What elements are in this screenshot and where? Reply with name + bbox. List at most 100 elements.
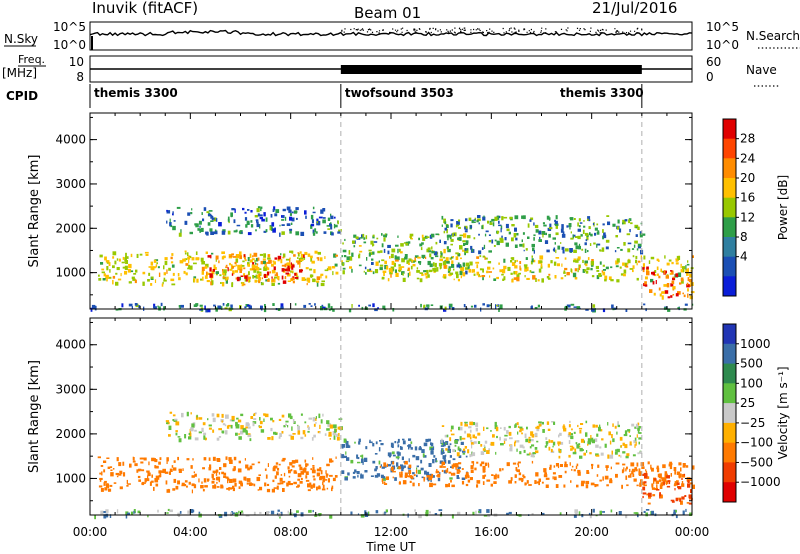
echo-cell [408,445,410,450]
echo-cell [297,473,302,478]
echo-cell [638,432,642,434]
echo-cell [450,472,453,476]
echo-cell [228,221,230,224]
echo-cell [185,272,188,276]
echo-cell [273,266,276,271]
echo-cell [358,264,362,267]
echo-cell [431,246,433,250]
echo-cell [193,304,198,307]
echo-cell [451,256,454,259]
echo-cell [266,488,271,493]
echo-cell [637,452,640,455]
echo-cell [210,280,214,285]
echo-cell [326,487,329,490]
echo-cell [318,485,321,489]
echo-cell [253,483,256,487]
echo-cell [322,413,324,417]
echo-cell [183,270,186,274]
echo-cell [416,270,420,273]
colorbar-bin [723,403,736,424]
echo-cell [304,251,308,255]
echo-cell [646,493,650,496]
echo-cell [496,231,499,235]
echo-cell [289,462,293,466]
echo-cell [166,269,168,274]
echo-cell [222,303,225,306]
echo-cell [214,229,217,232]
echo-cell [605,266,609,270]
echo-cell [534,480,537,484]
echo-cell [207,255,212,258]
echo-cell [289,258,291,263]
echo-cell [623,269,627,274]
echo-cell [208,427,212,430]
echo-cell [166,209,168,212]
echo-cell [300,471,305,475]
echo-cell [657,273,659,276]
echo-cell [149,481,152,486]
echo-cell [277,308,281,311]
echo-cell [310,214,314,220]
echo-cell [151,480,154,483]
colorbar-tick-label: 500 [740,357,763,371]
echo-cell [163,306,165,311]
echo-cell [277,482,281,485]
echo-cell [489,222,493,225]
echo-cell [284,263,287,268]
colorbar-bin [723,442,736,463]
echo-cell [181,482,185,486]
echo-cell [536,426,540,432]
echo-cell [230,304,233,308]
echo-cell [354,441,356,444]
echo-cell [458,455,462,458]
colorbar-bin [723,276,736,297]
echo-cell [418,514,422,519]
echo-cell [642,486,646,491]
echo-cell [425,509,429,515]
echo-cell [609,478,612,481]
echo-cell [108,262,111,266]
echo-cell [260,306,263,309]
echo-cell [219,274,222,277]
echo-cell [476,484,479,488]
echo-cell [105,274,109,279]
echo-cell [570,237,574,240]
echo-cell [307,253,311,257]
echo-cell [474,436,477,439]
echo-cell [659,494,663,499]
echo-cell [280,511,283,516]
echo-cell [513,277,518,280]
freq-right-tick-top: 60 [706,55,721,69]
echo-cell [591,463,594,466]
echo-cell [455,463,459,468]
echo-cell [189,265,193,270]
echo-cell [253,413,256,416]
echo-cell [139,253,143,256]
echo-cell [646,266,649,270]
echo-cell [262,258,266,261]
freq-right-tick-bottom: 0 [706,70,714,84]
echo-cell [291,277,295,281]
echo-cell [519,426,523,429]
echo-cell [347,472,350,476]
echo-cell [466,433,471,438]
echo-cell [474,304,477,308]
echo-cell [628,475,632,478]
echo-cell [101,268,105,271]
echo-cell [418,237,420,241]
echo-cell [533,234,536,237]
echo-cell [356,454,359,459]
echo-cell [585,432,588,437]
echo-cell [476,264,479,269]
echo-cell [272,479,275,483]
echo-cell [116,267,120,271]
echo-cell [538,268,542,273]
echo-cell [395,456,400,459]
echo-cell [434,262,437,268]
echo-cell [153,259,157,263]
echo-cell [445,224,449,228]
echo-cell [502,269,506,274]
echo-cell [670,499,675,502]
echo-cell [448,483,450,488]
echo-cell [375,510,379,514]
